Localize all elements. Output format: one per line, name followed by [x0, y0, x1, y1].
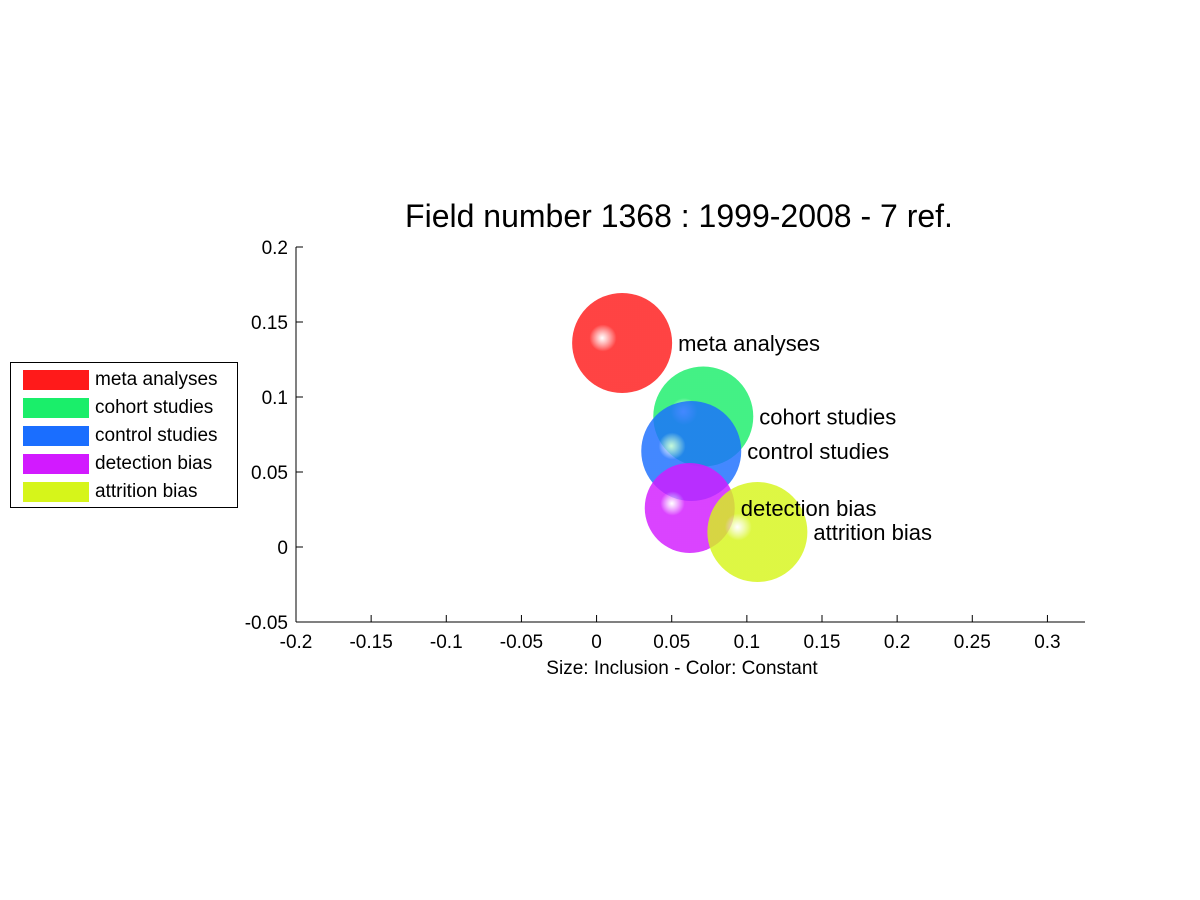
x-tick-label: -0.2: [280, 632, 313, 653]
legend-item-meta-analyses: meta analyses: [23, 369, 218, 390]
y-tick-label: 0.1: [262, 388, 288, 409]
legend-label: cohort studies: [95, 397, 214, 418]
legend-swatch: [23, 426, 89, 446]
legend-swatch: [23, 482, 89, 502]
y-tick-label: 0.2: [262, 238, 288, 259]
chart-title: Field number 1368 : 1999-2008 - 7 ref.: [405, 198, 953, 234]
x-axis-label: Size: Inclusion - Color: Constant: [546, 658, 818, 679]
legend-item-attrition-bias: attrition bias: [23, 481, 198, 502]
point-label: attrition bias: [813, 520, 932, 545]
x-tick-label: 0.2: [884, 632, 910, 653]
point-label: control studies: [747, 439, 889, 464]
x-tick-label: 0.05: [653, 632, 690, 653]
x-tick-label: 0: [591, 632, 602, 653]
point-label: cohort studies: [759, 405, 896, 430]
point-label: detection bias: [741, 496, 877, 521]
legend-item-control-studies: control studies: [23, 425, 218, 446]
legend-item-cohort-studies: cohort studies: [23, 397, 214, 418]
x-tick-label: -0.1: [430, 632, 463, 653]
y-tick-label: 0.05: [251, 463, 288, 484]
legend-label: control studies: [95, 425, 218, 446]
y-tick-label: -0.05: [245, 613, 288, 634]
y-tick-label: 0: [277, 538, 288, 559]
bubbles-layer: [572, 293, 808, 582]
legend-swatch: [23, 370, 89, 390]
bubble-point: [707, 482, 808, 582]
x-tick-label: 0.1: [734, 632, 760, 653]
legend: meta analyses cohort studies control stu…: [10, 362, 238, 508]
x-tick-label: 0.3: [1034, 632, 1060, 653]
point-label: meta analyses: [678, 331, 820, 356]
legend-swatch: [23, 398, 89, 418]
y-axis-ticks: -0.05 0 0.05 0.1 0.15 0.2: [245, 238, 303, 634]
legend-swatch: [23, 454, 89, 474]
bubble-point: [572, 293, 673, 393]
legend-label: attrition bias: [95, 481, 198, 502]
x-axis-ticks: -0.2 -0.15 -0.1 -0.05 0 0.05 0.1 0.15 0.2 0.25 0.3: [280, 615, 1061, 653]
point-labels-layer: meta analyses cohort studies control studi…: [678, 331, 932, 545]
y-tick-label: 0.15: [251, 313, 288, 334]
legend-label: meta analyses: [95, 369, 218, 390]
x-tick-label: -0.05: [500, 632, 543, 653]
x-tick-label: -0.15: [349, 632, 392, 653]
x-tick-label: 0.25: [954, 632, 991, 653]
x-tick-label: 0.15: [804, 632, 841, 653]
legend-label: detection bias: [95, 453, 213, 474]
legend-item-detection-bias: detection bias: [23, 453, 213, 474]
